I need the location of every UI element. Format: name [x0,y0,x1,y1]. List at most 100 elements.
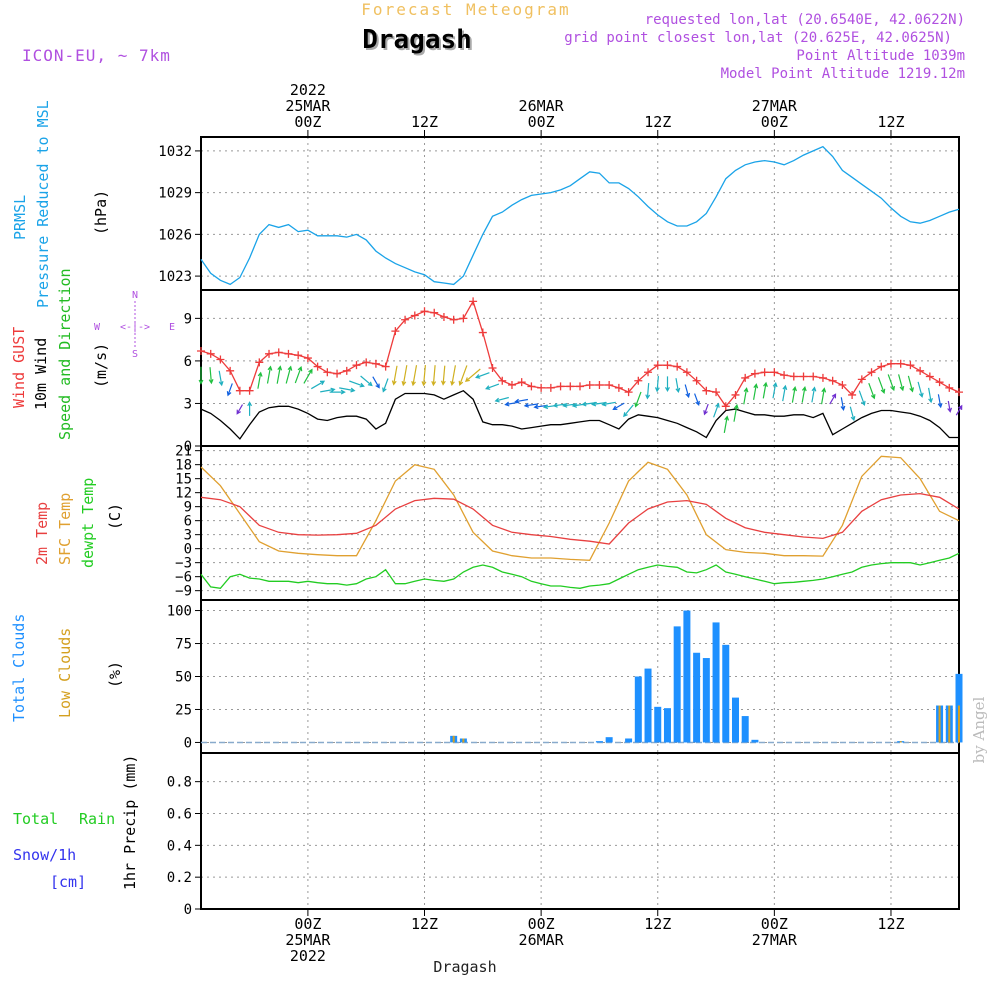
total-cloud-bar [673,626,681,743]
gust-marker [760,368,769,377]
wind-arrow [401,365,408,387]
x-bottom-label: 12Z [411,915,438,933]
wind-arrow [276,365,283,384]
wind-arrow [684,384,691,399]
gust-marker [556,382,565,391]
x-bottom-label: 00Z [528,915,555,933]
wind-arrow [887,374,895,392]
gust-marker [653,361,662,370]
y-tick-label: 1029 [158,186,192,202]
wind-arrow [791,386,797,403]
wind-speed-line [200,389,959,440]
gust-marker [274,348,283,357]
gust-marker [197,346,205,355]
gust-marker [323,368,332,377]
wind-arrow [947,400,953,413]
rain-label: Rain [79,810,115,828]
gust-marker [420,307,429,316]
gust-marker [206,349,215,358]
gust-marker [692,376,701,385]
y-tick-label: 75 [175,637,192,653]
wind-arrow [310,380,326,390]
gust-marker [721,402,730,411]
x-bottom-label: 25MAR [285,931,331,949]
gust-marker [906,361,915,370]
gust-marker [780,371,789,380]
model-label: ICON-EU, ~ 7km [22,46,171,65]
total-cloud-bar [595,741,603,743]
dewpt-label: dewpt Temp [79,478,97,568]
wind-arrow [917,381,924,398]
gust-marker [430,308,439,317]
wind-arrow [514,398,529,404]
y-tick-label: 21 [175,444,192,460]
wind-arrow [645,383,651,400]
location-title: Dragash [362,25,472,55]
wind-arrow [840,397,846,411]
gust-marker [809,372,818,381]
wind-unit: (m/s) [92,343,110,388]
wind-arrow [475,372,490,379]
gust-marker [362,358,371,367]
gust-marker [527,382,536,391]
wind-arrow [723,415,730,434]
pressure-unit: (hPa) [92,190,110,235]
model-altitude: Model Point Altitude 1219.12m [721,66,965,82]
wind-arrow [360,375,373,387]
y-tick-label: 9 [184,500,192,516]
pressure-label-line2: Pressure Reduced to MSL [34,100,52,308]
footer-location: Dragash [433,958,496,976]
y-tick-label: 1026 [158,227,192,243]
gust-marker [255,358,264,367]
wind-arrow [485,383,500,390]
wind-arrow [733,403,739,422]
temp-panel-labels: 2m Temp SFC Temp dewpt Temp (C) [33,478,124,568]
gust-marker [410,311,419,320]
x-bottom-label: 26MAR [519,931,565,949]
sfc-label: SFC Temp [56,493,74,565]
temp-unit: (C) [106,503,124,530]
gust-marker [644,368,653,377]
compass-e: E [169,322,175,333]
wind-10m-label: 10m Wind [32,338,50,410]
total-clouds-label: Total Clouds [10,614,28,722]
wind-arrow [868,382,876,400]
total-rain-label: Total [13,810,58,828]
gust-marker [857,375,866,384]
x-top-label: 2022 [290,81,326,99]
snow-label: Snow/1h [13,846,76,864]
wind-arrow [339,387,356,393]
low-cloud-bar [452,735,455,743]
wind-arrow [675,378,681,394]
top-title: Forecast Meteogram [361,0,570,19]
wind-arrow [247,401,253,416]
gust-marker [702,386,711,395]
wind-arrow [257,371,263,389]
cm-label: [cm] [50,873,86,891]
gust-marker [925,372,934,381]
gust-marker [459,314,468,323]
wind-arrow [411,365,418,387]
wind-arrow [753,383,759,400]
gust-marker [712,388,721,397]
wind-arrow [329,389,346,395]
t2m-label: 2m Temp [33,502,51,565]
gust-marker [245,386,254,395]
total-cloud-bar [663,708,671,743]
wind-arrow [821,387,827,405]
pressure-label-line1: PRMSL [11,195,29,240]
precip-unit: 1hr Precip (mm) [121,755,139,890]
gust-marker [945,383,954,392]
wind-arrow [349,380,365,388]
gust-marker [799,372,808,381]
wind-panel-labels: Wind GUST 10m Wind Speed and Direction (… [10,268,175,440]
x-top-label: 27MAR [752,97,798,115]
y-tick-label: 15 [175,472,192,488]
wind-arrow [208,367,214,385]
y-tick-label: 0 [184,902,192,918]
wind-arrow [236,404,244,415]
wind-arrow [762,381,768,399]
gust-marker [955,388,963,397]
gust-marker [663,361,672,370]
low-clouds-label: Low Clouds [56,628,74,718]
